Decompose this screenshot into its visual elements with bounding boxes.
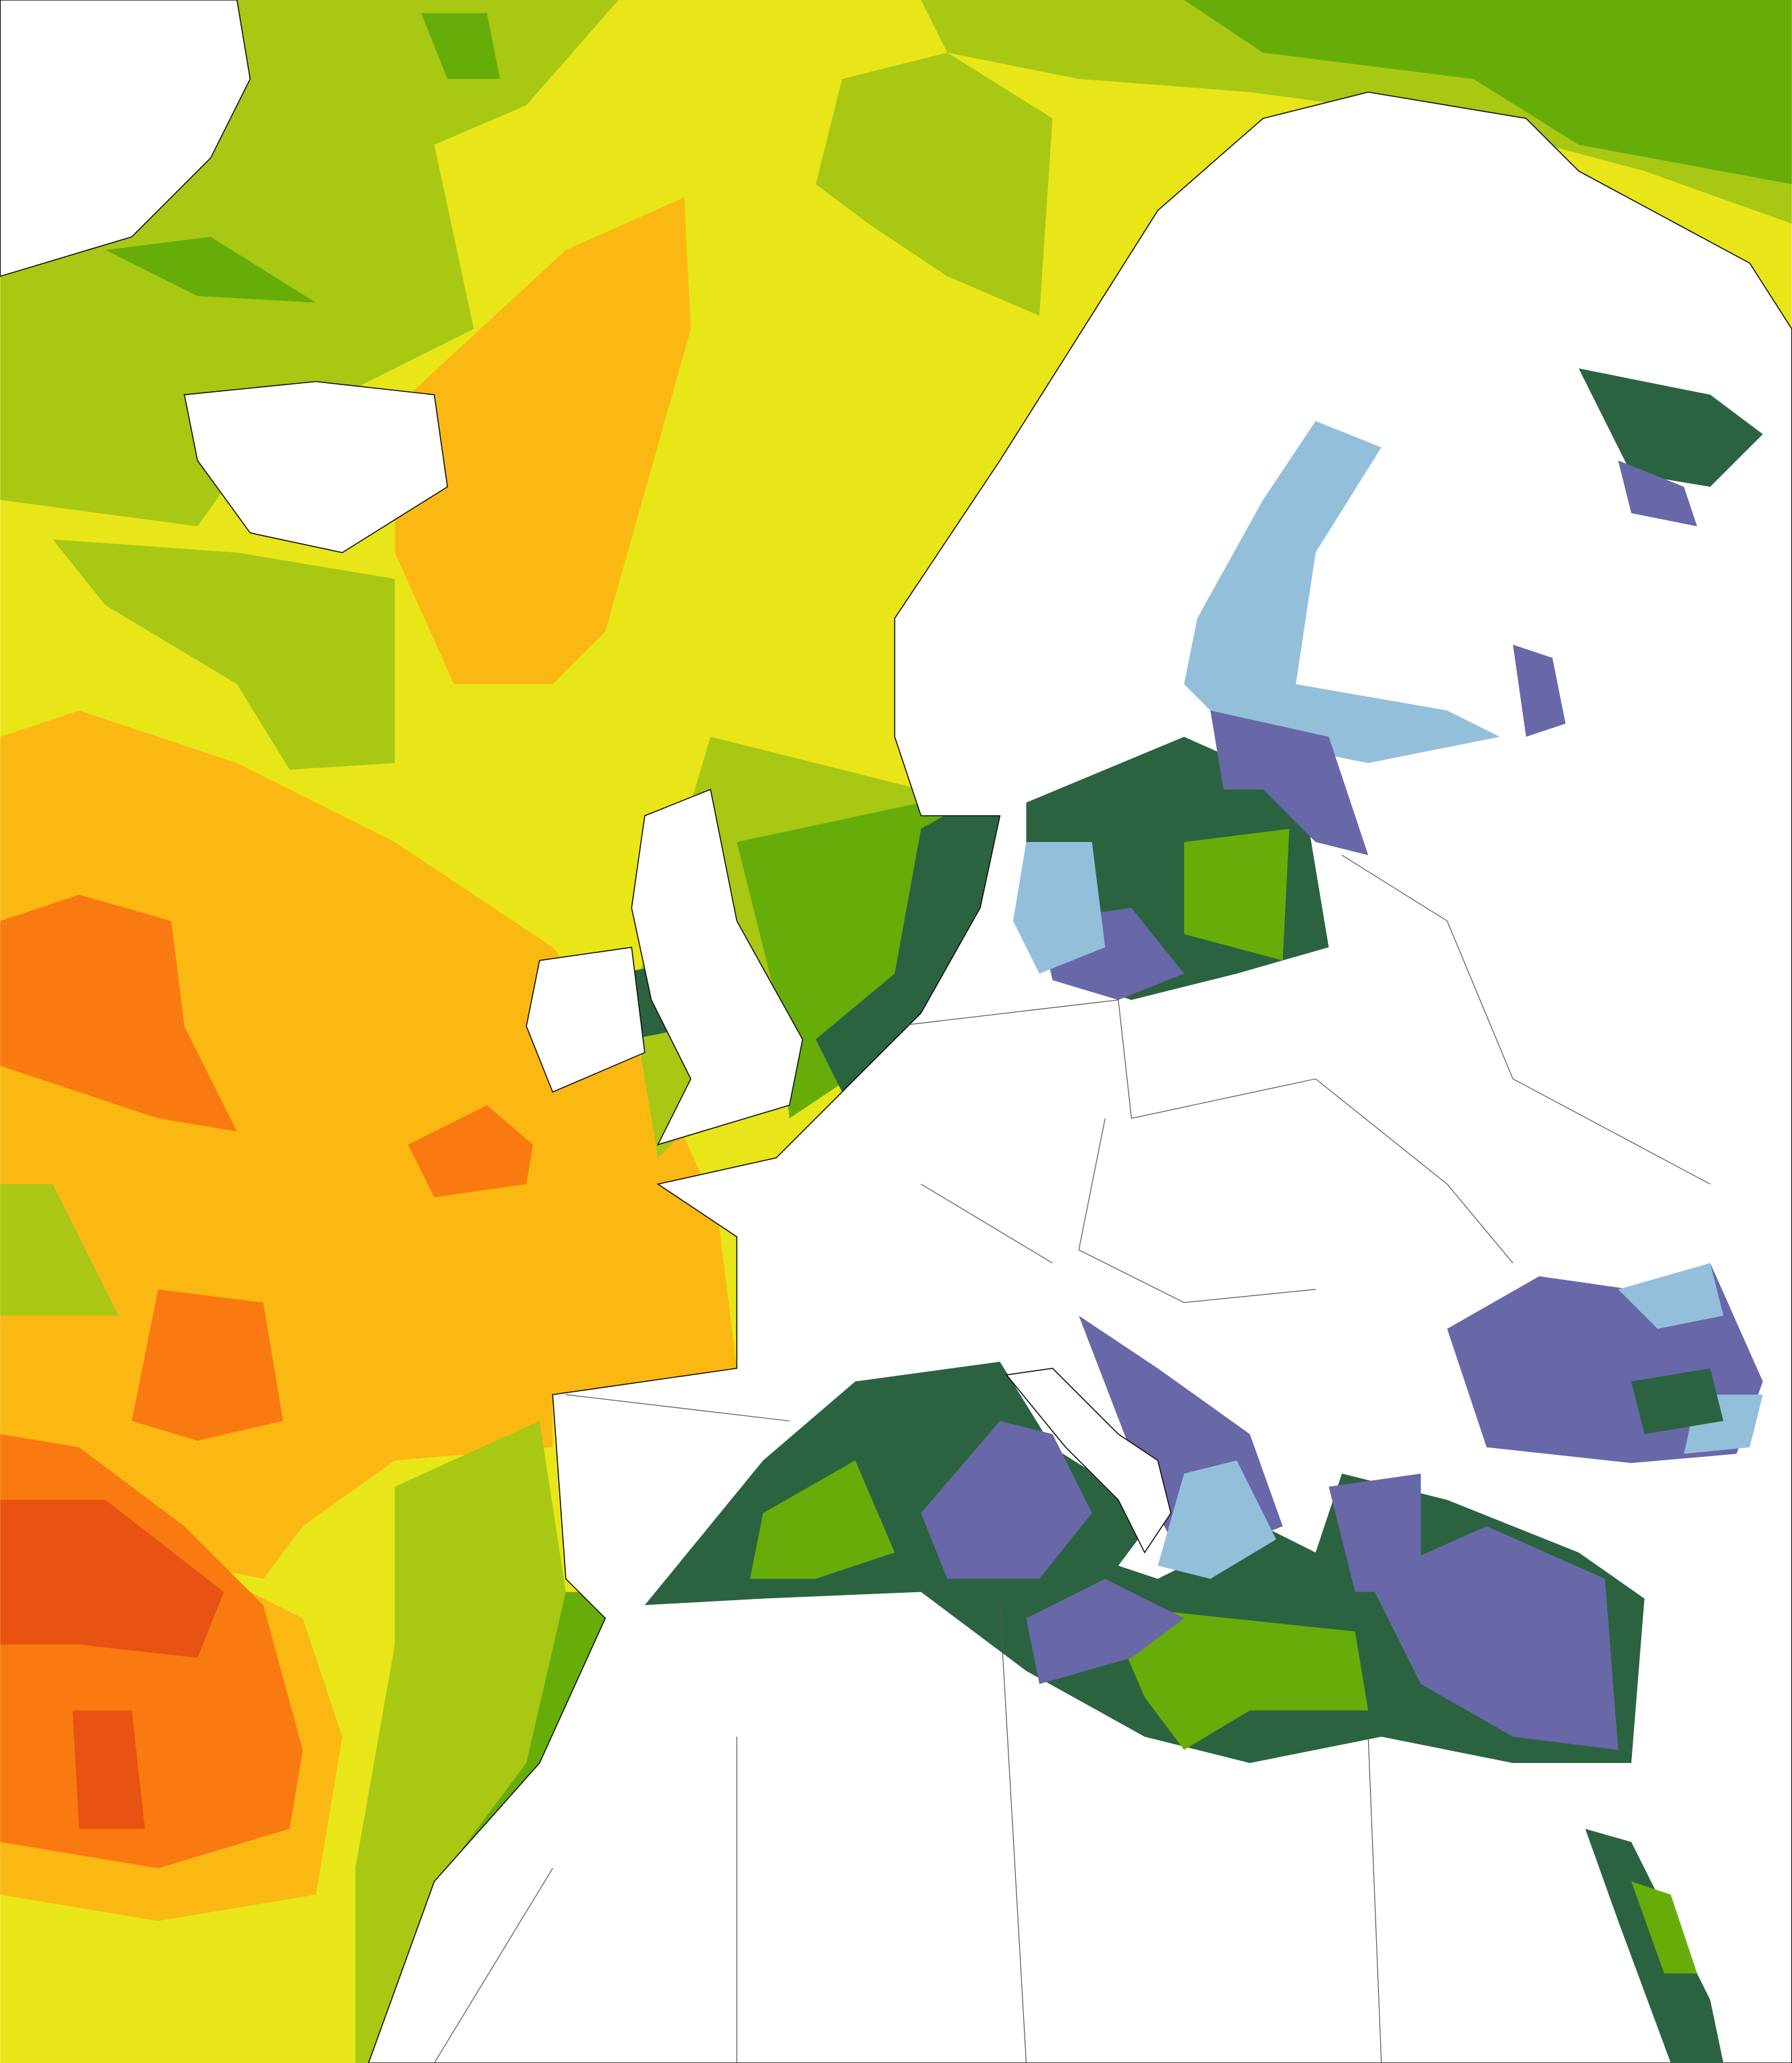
sea [1157,1460,1276,1579]
zone [105,236,316,303]
sea [1013,842,1106,974]
sea [1210,710,1369,855]
land [1005,1368,1172,1554]
sea [1631,1368,1724,1435]
border [434,855,1711,2063]
sea [1578,368,1763,487]
sea [1513,644,1566,737]
land [183,380,449,553]
zone [394,197,691,685]
zone [408,1105,533,1198]
sea [1184,829,1290,961]
zone [0,1500,224,1658]
zone [816,52,1053,316]
sea [1105,1605,1369,1750]
zone [52,539,395,770]
sea [1618,1263,1724,1329]
zone [355,1421,566,2063]
zone [816,776,1040,1092]
sea [921,1421,1092,1579]
zone [0,894,237,1132]
land [631,788,804,1146]
sea [1631,1881,1698,1974]
land [526,946,646,1093]
sea [1329,1474,1421,1592]
zone [421,13,500,79]
zone [0,1184,119,1316]
sea [1585,1829,1724,2063]
sea [644,1362,1645,1764]
zone [1184,0,1792,184]
sea [1618,460,1698,526]
sea [1026,1579,1185,1685]
sea [1184,421,1500,764]
sea [1368,1526,1619,1750]
sea [749,1460,895,1579]
zone [131,1289,283,1441]
zone [72,1710,145,1829]
land [0,0,251,277]
